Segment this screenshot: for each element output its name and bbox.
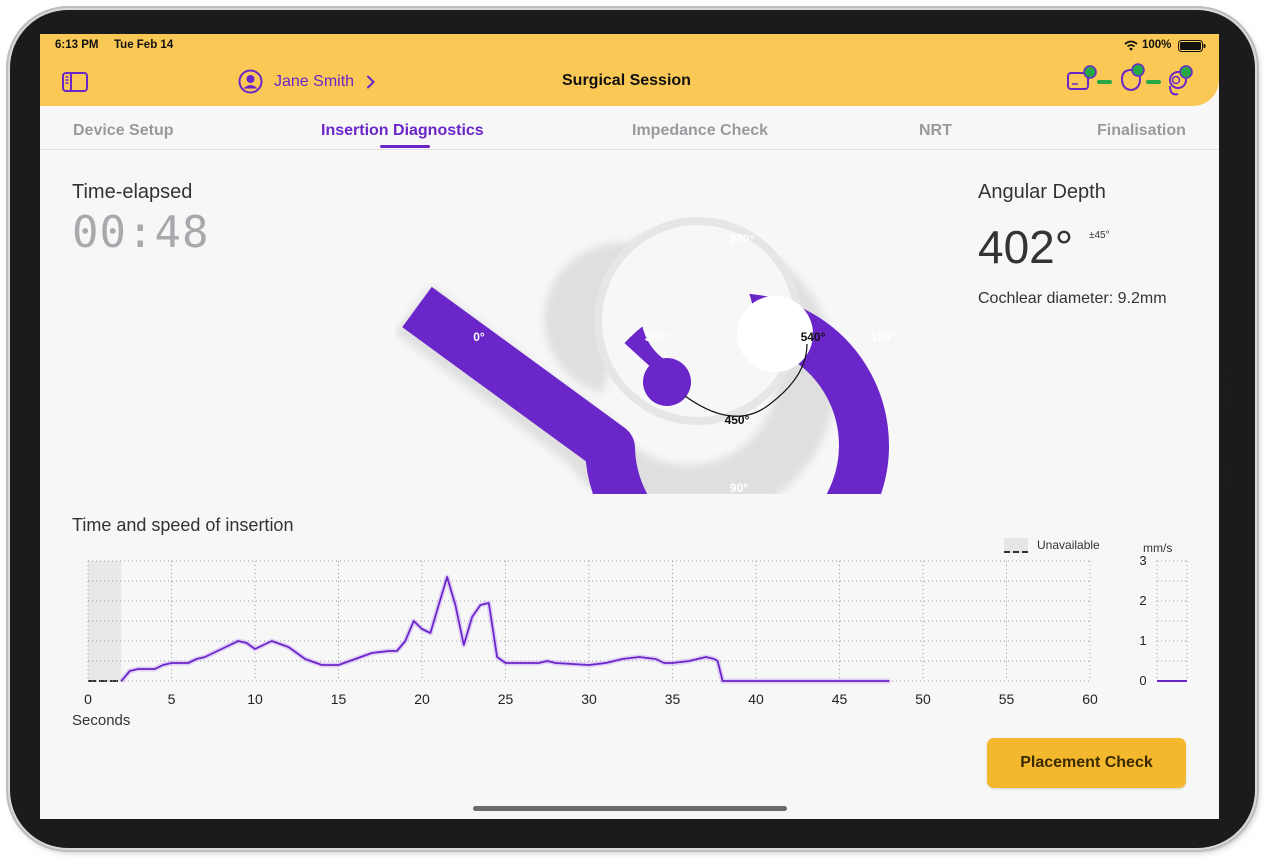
battery-icon bbox=[1178, 40, 1206, 52]
x-tick-label: 10 bbox=[247, 691, 263, 707]
app-header: 6:13 PM Tue Feb 14 100% Jane Sm bbox=[40, 34, 1219, 106]
x-axis-label: Seconds bbox=[72, 712, 131, 729]
side-button bbox=[1222, 390, 1232, 402]
chart-y-unit: mm/s bbox=[1143, 541, 1173, 555]
status-date: Tue Feb 14 bbox=[114, 39, 174, 51]
tab-nrt[interactable]: NRT bbox=[919, 122, 952, 139]
insertion-speed-chart bbox=[87, 560, 1188, 684]
x-tick-label: 5 bbox=[167, 691, 176, 707]
time-elapsed-value: 00:48 bbox=[72, 207, 210, 258]
legend-unavailable-swatch bbox=[1004, 538, 1028, 553]
angular-depth-label: Angular Depth bbox=[978, 181, 1106, 203]
home-indicator[interactable] bbox=[473, 806, 787, 811]
x-tick-label: 0 bbox=[84, 691, 92, 707]
app-screen: 6:13 PM Tue Feb 14 100% Jane Sm bbox=[40, 34, 1219, 819]
angle-label-450: 450° bbox=[725, 413, 750, 427]
depth-arc bbox=[684, 343, 808, 417]
angular-depth-tolerance: ±45° bbox=[1089, 230, 1110, 241]
wifi-icon bbox=[1124, 40, 1138, 51]
tab-bar: Device Setup Insertion Diagnostics Imped… bbox=[40, 106, 1219, 150]
sidebar-toggle-icon[interactable] bbox=[62, 72, 88, 92]
placement-check-button[interactable]: Placement Check bbox=[987, 738, 1186, 788]
tab-finalisation[interactable]: Finalisation bbox=[1097, 122, 1186, 139]
active-tab-indicator bbox=[380, 145, 430, 148]
angular-depth-value: 402° bbox=[978, 221, 1074, 273]
angle-label-540: 540° bbox=[801, 330, 826, 344]
angle-label-360: 360° bbox=[645, 330, 670, 344]
x-tick-label: 50 bbox=[915, 691, 931, 707]
x-tick-label: 45 bbox=[831, 691, 848, 707]
angle-label-90: 90° bbox=[730, 481, 748, 494]
y-tick-label: 0 bbox=[1139, 673, 1147, 688]
side-button bbox=[1222, 470, 1232, 482]
x-tick-label: 60 bbox=[1082, 691, 1098, 707]
x-tick-label: 30 bbox=[581, 691, 597, 707]
tab-impedance-check[interactable]: Impedance Check bbox=[632, 122, 769, 139]
patient-name: Jane Smith bbox=[274, 72, 355, 90]
angle-label-180: 180° bbox=[871, 330, 895, 344]
cochlear-diameter: Cochlear diameter: 9.2mm bbox=[978, 290, 1167, 307]
legend-unavailable-label: Unavailable bbox=[1037, 538, 1100, 552]
electrode-tip bbox=[643, 358, 691, 406]
x-tick-label: 40 bbox=[748, 691, 764, 707]
device-connection-status-icon[interactable] bbox=[1066, 62, 1196, 100]
page-title: Surgical Session bbox=[562, 72, 691, 89]
patient-selector[interactable]: Jane Smith bbox=[238, 69, 375, 94]
camera-dot bbox=[1223, 368, 1231, 376]
cochlea-apex bbox=[641, 258, 753, 370]
status-time: 6:13 PM bbox=[55, 39, 99, 51]
y-tick-label: 2 bbox=[1139, 593, 1147, 608]
tab-device-setup[interactable]: Device Setup bbox=[73, 122, 174, 139]
cochlea-apex-glow bbox=[737, 296, 813, 372]
chart-title: Time and speed of insertion bbox=[72, 515, 294, 535]
angle-label-270: 270° bbox=[730, 232, 755, 246]
tab-insertion-diagnostics[interactable]: Insertion Diagnostics bbox=[321, 122, 484, 139]
x-tick-label: 25 bbox=[497, 691, 514, 707]
x-tick-label: 15 bbox=[330, 691, 347, 707]
cochlea-diagram: 0° 90° 180° 270° 360° 450° 540° bbox=[395, 217, 895, 494]
x-tick-label: 20 bbox=[414, 691, 430, 707]
time-elapsed-label: Time-elapsed bbox=[72, 181, 193, 203]
y-tick-label: 3 bbox=[1139, 553, 1147, 568]
y-tick-label: 1 bbox=[1139, 633, 1147, 648]
battery-percent: 100% bbox=[1142, 39, 1172, 51]
x-tick-label: 55 bbox=[998, 691, 1015, 707]
x-tick-label: 35 bbox=[664, 691, 681, 707]
chevron-right-icon bbox=[367, 75, 375, 88]
user-avatar-icon bbox=[238, 69, 263, 94]
angle-label-0: 0° bbox=[473, 330, 485, 344]
